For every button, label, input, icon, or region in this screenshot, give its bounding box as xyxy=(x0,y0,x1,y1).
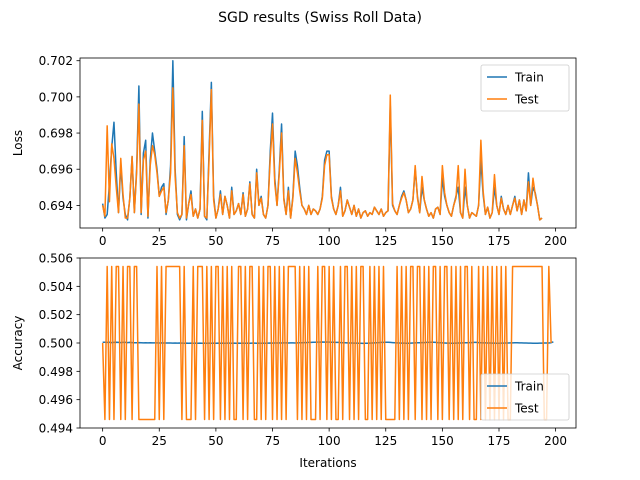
y-axis-label: Loss xyxy=(11,130,25,156)
x-tick-label: 25 xyxy=(152,234,167,248)
x-tick-label: 175 xyxy=(488,234,511,248)
x-tick-label: 75 xyxy=(265,434,280,448)
x-tick-label: 50 xyxy=(208,234,223,248)
legend: Train Test xyxy=(480,373,570,421)
figure-title: SGD results (Swiss Roll Data) xyxy=(218,10,422,26)
y-tick-label: 0.702 xyxy=(39,54,73,68)
x-axis-label: Iterations xyxy=(299,456,356,470)
x-tick-label: 175 xyxy=(488,434,511,448)
x-tick-label: 100 xyxy=(318,434,341,448)
legend-label-test: Test xyxy=(514,93,539,107)
y-tick-label: 0.694 xyxy=(39,199,73,213)
axes-frame xyxy=(79,57,577,229)
legend: Train Test xyxy=(480,64,570,112)
series-line-test xyxy=(101,87,543,221)
x-tick-label: 150 xyxy=(431,434,454,448)
y-tick-label: 0.696 xyxy=(39,163,73,177)
legend-label-train: Train xyxy=(514,71,544,85)
y-tick-label: 0.506 xyxy=(39,252,73,266)
y-tick-label: 0.500 xyxy=(39,337,73,351)
x-tick-label: 125 xyxy=(374,234,397,248)
y-tick-label: 0.502 xyxy=(39,308,73,322)
x-tick-label: 200 xyxy=(544,434,567,448)
legend-label-train: Train xyxy=(514,380,544,394)
accuracy-subplot: 0 25 50 75 100 125 150 175 200 0.494 0.496 0.498 0.5… xyxy=(11,252,577,470)
x-tick-label: 100 xyxy=(318,234,341,248)
x-tick-label: 0 xyxy=(99,434,107,448)
y-tick-label: 0.498 xyxy=(39,365,73,379)
legend-label-test: Test xyxy=(514,402,539,416)
y-axis-label: Accuracy xyxy=(11,316,25,371)
x-tick-label: 75 xyxy=(265,234,280,248)
x-tick-label: 25 xyxy=(152,434,167,448)
x-tick-label: 0 xyxy=(99,234,107,248)
series-line-test xyxy=(101,265,552,421)
loss-subplot: 0 25 50 75 100 125 150 175 200 0.694 0.696 0.698 0.7… xyxy=(11,54,577,248)
y-tick-label: 0.698 xyxy=(39,127,73,141)
x-tick-label: 50 xyxy=(208,434,223,448)
x-tick-label: 200 xyxy=(544,234,567,248)
y-tick-label: 0.494 xyxy=(39,422,73,436)
x-tick-label: 150 xyxy=(431,234,454,248)
x-tick-label: 125 xyxy=(374,434,397,448)
y-tick-label: 0.504 xyxy=(39,280,73,294)
y-tick-label: 0.700 xyxy=(39,90,73,104)
y-tick-label: 0.496 xyxy=(39,393,73,407)
